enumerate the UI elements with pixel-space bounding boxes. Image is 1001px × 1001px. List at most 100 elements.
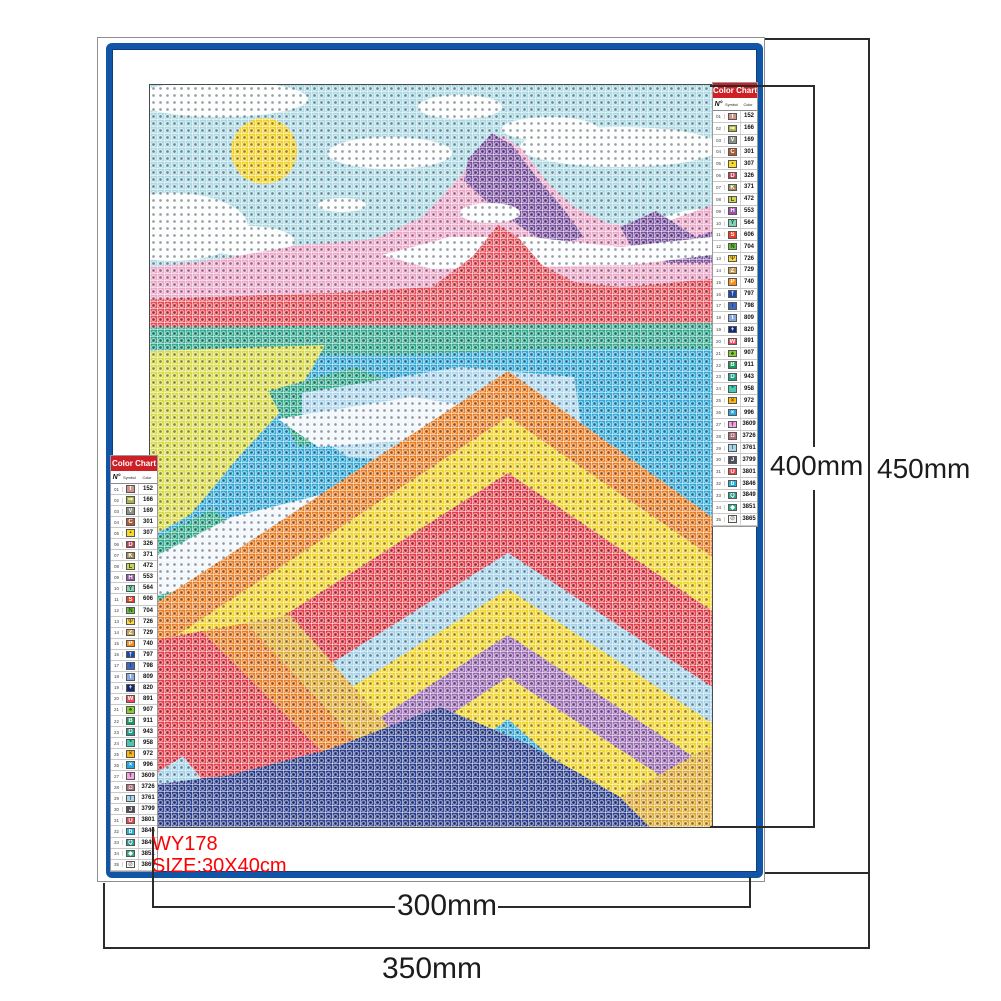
symbol-cell: b [725,478,741,489]
row-number: 10 [111,585,123,591]
symbol-chip: S [126,595,135,604]
symbol-cell: D [725,371,741,383]
color-chart-row: 09 H 553 [111,572,157,584]
symbol-cell: N [725,241,741,253]
symbol-chip: U [126,816,135,825]
dmc-code: 958 [743,385,754,392]
symbol-chip: I [126,794,135,803]
color-chart-row: 15 P 740 [111,638,157,650]
dimension-leader-300-right [749,877,751,908]
color-chart-row: 27 Ŧ 3609 [713,418,757,431]
row-number: 07 [713,184,725,190]
color-chart-row: 19 +820 [111,682,157,694]
color-chart-row: 25 × 972 [111,749,157,761]
color-chart-row: 24 * 958 [111,738,157,750]
dimension-line-300-right [498,906,751,908]
symbol-chip: t [728,314,737,322]
symbol-chip: Q [728,491,737,500]
row-number: 22 [713,362,725,368]
color-chart-left: Color Chart N° Symbol Color 01 T 152 02 ⇒ 166… [110,455,158,872]
symbol-chip: B [728,361,737,369]
color-chart-row: 02 ⇒ 166 [111,495,157,507]
symbol-chip: C [126,518,135,526]
symbol-chip: Ŧ [126,772,135,780]
row-number: 18 [111,674,123,680]
dimension-label-350mm: 350mm [381,952,483,985]
symbol-cell: K [123,550,139,561]
row-number: 16 [111,652,123,658]
symbol-cell: ▪ [123,528,139,539]
symbol-cell: J [123,804,139,815]
row-number: 11 [111,596,123,602]
color-chart-row: 22 B 911 [713,359,757,372]
symbol-chip: × [728,408,737,417]
color-chart-row: 17 \ 798 [111,660,157,672]
dmc-code: 3609 [141,773,155,780]
row-number: 06 [111,541,123,547]
dmc-code: 911 [744,362,754,369]
row-number: 07 [111,552,123,558]
color-chart-row: 31 U 3801 [111,815,157,827]
symbol-chip: P [728,278,737,286]
color-chart-row: 16 † 797 [111,649,157,661]
symbol-cell: W [123,693,139,704]
dimension-line-350 [103,947,870,949]
dmc-code: 3799 [141,806,155,813]
dmc-code: 301 [142,519,153,526]
row-number: 09 [111,574,123,580]
row-number: 27 [111,773,123,779]
color-chart-row: 26 × 996 [713,407,757,419]
symbol-cell: * [725,383,741,395]
row-number: 01 [111,486,123,492]
dmc-code: 726 [743,255,754,262]
symbol-chip: S [728,231,737,239]
symbol-chip: V [728,136,737,144]
symbol-cell: Ŧ [725,418,741,430]
symbol-cell: ◆ [123,848,139,859]
row-number: 28 [713,433,725,439]
row-number: 05 [713,161,725,167]
color-chart-row: 11 S 606 [713,229,757,242]
symbol-cell: I [123,793,139,804]
color-chart-row: 31 U 3801 [713,466,757,479]
symbol-chip: H [126,573,135,582]
symbol-chip: Z [126,628,135,637]
row-number: 28 [111,784,123,790]
symbol-chip: L [126,562,135,571]
color-chart-row: 21 ♠ 907 [111,704,157,716]
symbol-cell: ◘ [123,782,139,793]
dmc-code: 3865 [742,516,756,523]
dimension-leader-350-left [103,883,105,949]
dmc-code: 152 [743,113,754,120]
color-chart-row: 14 Z 729 [713,264,757,277]
symbol-cell: ◆ [725,501,741,513]
color-chart-row: 07 K 371 [111,550,157,562]
color-chart-row: 06 D 326 [713,170,757,183]
symbol-cell: N [123,605,139,616]
symbol-cell: * [123,738,139,749]
color-chart-row: 20 W 891 [713,336,757,348]
symbol-chip: D [728,373,737,381]
symbol-chip: ▪ [728,160,737,168]
symbol-chip: Z [728,266,737,275]
row-number: 19 [713,327,725,333]
symbol-chip: C [728,148,737,156]
symbol-chip: ▪ [126,529,135,537]
row-number: 21 [713,350,725,356]
symbol-cell: \ [725,300,741,312]
row-number: 02 [713,125,725,131]
dmc-code: 972 [743,397,754,404]
symbol-cell: U [725,466,741,478]
color-chart-row: 26 × 996 [111,760,157,772]
color-chart-row: 34 ◆ 3851 [111,848,157,860]
dmc-code: 943 [142,729,153,736]
symbol-chip: * [126,739,135,747]
symbol-chip: L [728,195,737,204]
symbol-chip: ⇒ [728,124,737,133]
color-chart-row: 32 b 3846 [111,826,157,838]
dmc-code: 797 [743,291,754,298]
dmc-code: 798 [743,302,754,309]
color-chart-header: N° Symbol Color [111,471,157,484]
color-chart-row: 22 B 911 [111,715,157,728]
dimension-line-300-left [152,906,395,908]
